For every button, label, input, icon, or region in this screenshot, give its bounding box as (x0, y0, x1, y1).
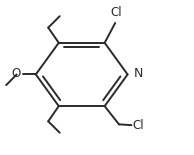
Text: Cl: Cl (110, 6, 122, 19)
Text: O: O (11, 67, 21, 80)
Text: Cl: Cl (132, 119, 144, 132)
Text: N: N (133, 67, 143, 80)
